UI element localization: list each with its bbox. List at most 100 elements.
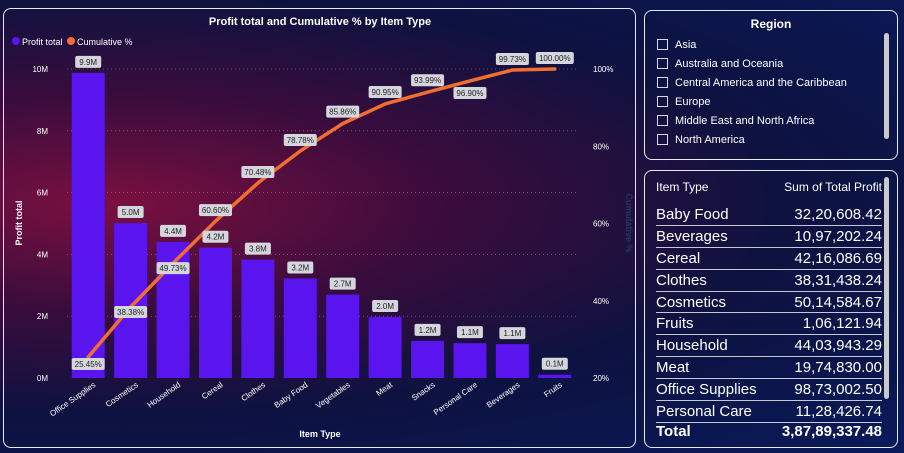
checkbox-icon[interactable] xyxy=(657,39,668,50)
table-row: Cereal 42,16,086.69 xyxy=(656,248,882,270)
cumulative-data-label: 49.73% xyxy=(159,264,186,273)
y-tick-label: 0M xyxy=(37,374,48,383)
table-row: Meat 19,74,830.00 xyxy=(656,357,882,380)
table-cell-item-type: Household xyxy=(656,337,728,355)
cumulative-data-label: 78.78% xyxy=(287,136,314,145)
cumulative-data-label: 90.95% xyxy=(372,88,399,97)
checkbox-icon[interactable] xyxy=(657,58,668,69)
legend-marker-cumulative xyxy=(67,37,75,45)
table-cell-profit: 1,06,121.94 xyxy=(802,315,882,333)
x-tick-label: Personal Care xyxy=(432,380,480,417)
bar-data-label: 1.1M xyxy=(461,328,479,337)
table-row: Household 44,03,943.29 xyxy=(656,335,882,358)
bar-personal-care xyxy=(453,343,487,378)
cumulative-data-label-bg xyxy=(411,74,445,87)
table-row: Clothes 38,31,438.24 xyxy=(656,270,882,292)
region-slicer-scrollbar[interactable] xyxy=(884,33,889,139)
table-cell-profit: 44,03,943.29 xyxy=(794,337,882,355)
cumulative-data-label: 99.73% xyxy=(499,55,526,64)
cumulative-data-label-bg xyxy=(156,262,190,275)
table-cell-item-type: Cereal xyxy=(656,249,701,267)
cumulative-data-label: 93.99% xyxy=(414,76,441,85)
bar-data-label-bg xyxy=(414,323,441,336)
table-row: Office Supplies 98,73,002.50 xyxy=(656,379,882,402)
table-row: Beverages 10,97,202.24 xyxy=(656,226,882,248)
region-slicer-title: Region xyxy=(750,17,792,31)
x-tick-label: Household xyxy=(146,380,182,409)
region-option[interactable]: Central America and the Caribbean xyxy=(657,73,877,92)
y-tick-label: 8M xyxy=(37,127,48,136)
region-option[interactable]: Australia and Oceania xyxy=(657,54,877,73)
x-tick-label: Clothes xyxy=(240,380,267,403)
table-cell-profit: 11,28,426.74 xyxy=(795,402,882,420)
table-cell-item-type: Personal Care xyxy=(656,402,752,420)
table-cell-profit: 42,16,086.69 xyxy=(794,249,882,267)
cumulative-data-label: 38.38% xyxy=(117,308,144,317)
checkbox-icon[interactable] xyxy=(657,96,668,107)
checkbox-icon[interactable] xyxy=(657,115,668,126)
table-cell-profit: 50,14,584.67 xyxy=(794,293,882,311)
table-total-label: Total xyxy=(656,422,691,440)
table-total-row: Total 3,87,89,337.48 xyxy=(656,421,882,441)
bar-clothes xyxy=(241,259,275,378)
bar-data-label-bg xyxy=(160,224,187,237)
region-option-label: North America xyxy=(675,133,745,146)
bar-cosmetics xyxy=(114,223,148,378)
region-slicer-list: Asia Australia and Oceania Central America… xyxy=(657,35,877,149)
y2-tick-label: 60% xyxy=(593,220,609,229)
bar-fruits xyxy=(538,374,572,378)
region-option[interactable]: Europe xyxy=(657,92,877,111)
bar-meat xyxy=(368,316,402,378)
cumulative-data-label: 85.86% xyxy=(329,108,356,117)
table-header-sum-profit[interactable]: Sum of Total Profit xyxy=(784,180,882,194)
cumulative-data-label-bg xyxy=(368,85,402,98)
region-option[interactable]: North America xyxy=(657,130,877,149)
bar-data-label: 4.4M xyxy=(164,227,182,236)
cumulative-data-label-bg xyxy=(495,53,529,66)
table-row: Baby Food 32,20,608.42 xyxy=(656,204,882,226)
table-cell-profit: 98,73,002.50 xyxy=(794,381,882,399)
table-cell-profit: 32,20,608.42 xyxy=(794,205,882,223)
x-tick-label: Meat xyxy=(375,380,395,398)
region-option[interactable]: Asia xyxy=(657,35,877,54)
bar-data-label: 1.2M xyxy=(419,326,437,335)
chart-svg: Profit total and Cumulative % by Item Ty… xyxy=(12,16,634,439)
region-option-label: Central America and the Caribbean xyxy=(675,76,847,89)
bar-baby-food xyxy=(283,278,317,378)
bar-data-label-bg xyxy=(372,299,399,312)
x-tick-label: Cosmetics xyxy=(104,380,140,409)
bar-data-label: 9.9M xyxy=(79,58,97,67)
region-option-label: Europe xyxy=(675,95,711,108)
bar-office-supplies xyxy=(71,72,105,378)
y-axis-title: Profit total xyxy=(14,201,24,246)
cumulative-data-label-bg xyxy=(114,306,148,319)
bar-data-label: 1.1M xyxy=(503,329,521,338)
cumulative-data-label: 70.48% xyxy=(244,168,271,177)
bar-data-label: 0.1M xyxy=(546,360,564,369)
table-cell-item-type: Fruits xyxy=(656,315,694,333)
table-cell-item-type: Cosmetics xyxy=(656,293,727,311)
bar-data-label: 3.8M xyxy=(249,245,267,254)
x-tick-label: Fruits xyxy=(542,380,564,399)
bar-data-label-bg xyxy=(117,206,144,219)
table-row: Personal Care 11,28,426.74 xyxy=(656,401,882,423)
bar-data-label-bg xyxy=(456,326,483,339)
checkbox-icon[interactable] xyxy=(657,77,668,88)
region-option[interactable]: Middle East and North Africa xyxy=(657,111,877,130)
x-tick-label: Snacks xyxy=(410,380,437,402)
table-scrollbar[interactable] xyxy=(884,177,889,399)
cumulative-data-label: 60.60% xyxy=(202,206,229,215)
bar-data-label-bg xyxy=(541,357,568,370)
y2-tick-label: 100% xyxy=(593,65,613,74)
checkbox-icon[interactable] xyxy=(657,134,668,145)
bar-data-label-bg xyxy=(329,277,356,290)
x-tick-label: Vegetables xyxy=(314,380,352,410)
region-slicer[interactable]: Region Asia Australia and Oceania Central … xyxy=(644,10,898,160)
legend-marker-profit xyxy=(12,37,20,45)
bar-data-label: 3.2M xyxy=(291,263,309,272)
cumulative-data-label: 96.90% xyxy=(456,89,483,98)
legend-label-profit: Profit total xyxy=(22,37,63,47)
cumulative-data-label-bg xyxy=(198,204,232,217)
table-row: Cosmetics 50,14,584.67 xyxy=(656,292,882,314)
table-header-item-type[interactable]: Item Type xyxy=(656,180,709,194)
